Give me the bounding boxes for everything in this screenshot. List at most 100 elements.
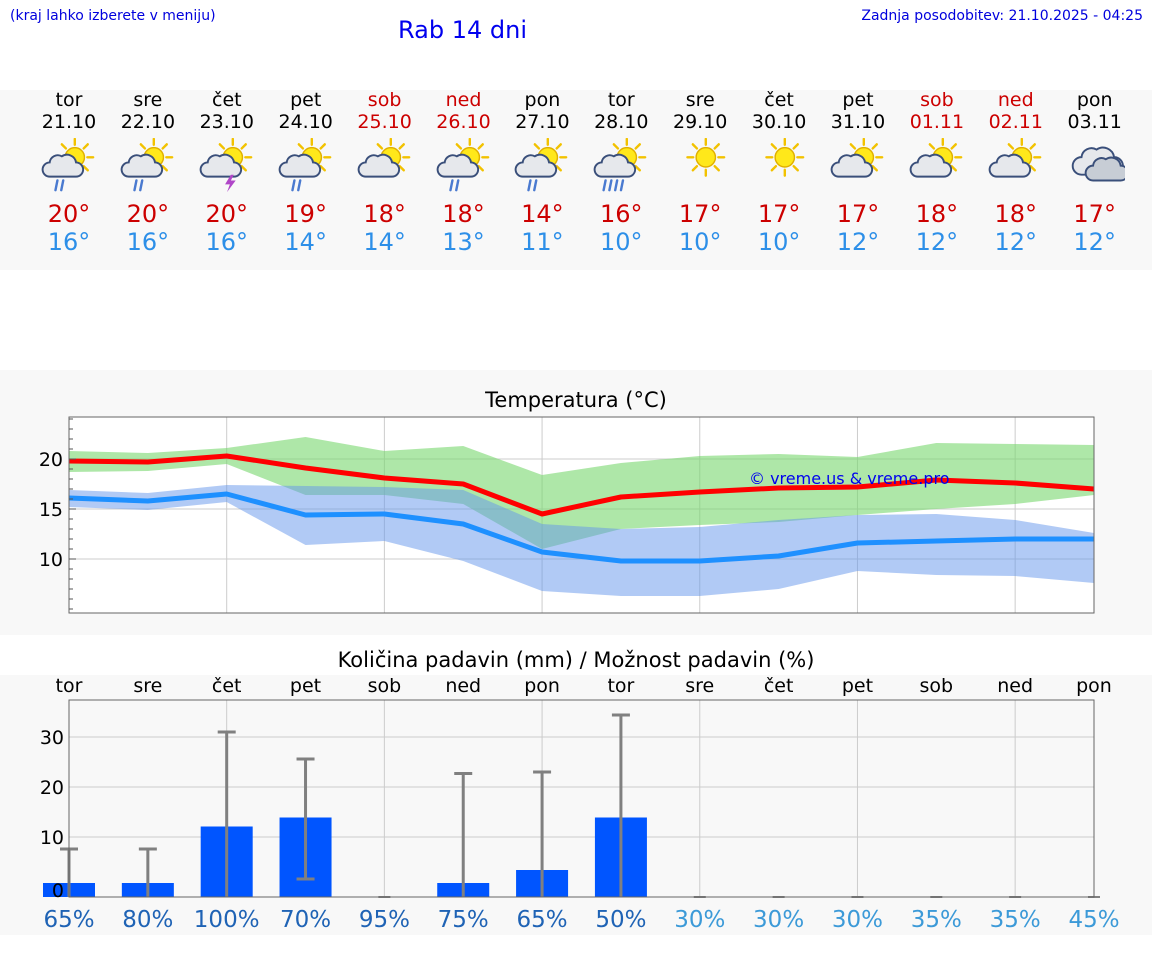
precipitation-probability: 65% <box>43 907 94 933</box>
category-label: tor <box>607 675 634 697</box>
day-date: 30.10 <box>751 111 807 133</box>
temperature-chart-title: Temperatura (°C) <box>485 388 667 412</box>
category-label: pon <box>524 675 560 697</box>
y-tick-label: 10 <box>40 827 64 849</box>
max-temperature: 14° <box>521 200 564 228</box>
precipitation-probability: 65% <box>517 907 568 933</box>
page-title: Rab 14 dni <box>398 16 527 44</box>
day-name: ned <box>997 89 1034 111</box>
category-label: pet <box>290 675 321 697</box>
precipitation-probability: 100% <box>194 907 260 933</box>
day-date: 31.10 <box>830 111 886 133</box>
category-label: tor <box>56 675 83 697</box>
sun-cloud-rain-icon <box>120 138 174 192</box>
category-label: sre <box>685 675 714 697</box>
precipitation-probability: 35% <box>911 907 962 933</box>
error-whisker <box>454 772 473 897</box>
precipitation-probability: 30% <box>753 907 804 933</box>
y-tick-label: 10 <box>39 549 63 571</box>
max-temperature: 19° <box>284 200 327 228</box>
day-name: tor <box>55 89 83 111</box>
min-temperature: 16° <box>126 228 170 256</box>
min-temperature: 11° <box>521 228 564 256</box>
day-name: pon <box>1076 89 1113 111</box>
day-column: sob 01.11 18° 12° <box>897 89 977 256</box>
min-temperature: 10° <box>757 228 801 256</box>
sun-icon <box>686 138 726 177</box>
day-name: sre <box>685 89 715 111</box>
min-temperature: 14° <box>284 228 327 256</box>
max-temperature: 16° <box>600 200 643 228</box>
plot-frame <box>68 699 1095 898</box>
day-date: 25.10 <box>357 111 412 133</box>
min-temperature: 13° <box>442 228 485 256</box>
day-date: 26.10 <box>436 111 491 133</box>
category-label: sre <box>133 675 162 697</box>
last-update-stamp: Zadnja posodobitev: 21.10.2025 - 04:25 <box>861 8 1143 24</box>
day-date: 23.10 <box>199 111 254 133</box>
error-whisker <box>296 757 315 881</box>
day-column: čet 30.10 17° 10° <box>739 89 819 256</box>
min-temperature: 16° <box>205 228 249 256</box>
max-temperature: 18° <box>915 200 959 228</box>
day-column: ned 26.10 18° 13° <box>424 89 504 256</box>
y-tick-label: 30 <box>40 727 64 749</box>
day-name: pon <box>524 89 561 111</box>
day-name: tor <box>607 89 635 111</box>
min-temperature: 12° <box>915 228 959 256</box>
day-name: sob <box>367 89 402 111</box>
precipitation-chart: tor sre čet pet sob ned pon tor sre čet pet sob ned p… <box>40 675 1120 933</box>
error-whisker <box>611 713 630 897</box>
day-name: čet <box>764 89 794 111</box>
max-temperature: 18° <box>442 200 485 228</box>
cloud-icon <box>1071 146 1125 182</box>
day-column: pon 27.10 14° 11° <box>502 89 582 256</box>
day-name: sob <box>920 89 954 111</box>
min-temperature: 10° <box>678 228 722 256</box>
category-label: čet <box>764 675 794 697</box>
temperature-chart: 10 15 20 © vreme.us & vreme.pro <box>39 416 1095 614</box>
error-whisker <box>217 730 236 897</box>
watermark: © vreme.us & vreme.pro <box>749 469 950 488</box>
day-date: 03.11 <box>1067 111 1122 133</box>
max-temperature: 17° <box>836 200 880 228</box>
day-date: 29.10 <box>672 111 728 133</box>
sun-cloud-icon <box>909 138 963 178</box>
day-date: 21.10 <box>41 111 97 133</box>
daily-forecast-strip <box>0 90 1152 270</box>
precipitation-probability: 30% <box>832 907 883 933</box>
day-name: čet <box>212 89 242 111</box>
category-label: sob <box>920 675 954 697</box>
error-whisker <box>138 847 157 897</box>
precipitation-probability: 50% <box>595 907 646 933</box>
max-temperature: 20° <box>47 200 91 228</box>
day-column: sre 22.10 20° 16° <box>108 89 188 256</box>
day-date: 24.10 <box>278 111 333 133</box>
max-temperature: 17° <box>1073 200 1116 228</box>
min-temperature: 10° <box>600 228 643 256</box>
day-column: ned 02.11 18° 12° <box>976 89 1056 256</box>
sun-icon <box>765 138 805 177</box>
precipitation-probability: 70% <box>280 907 331 933</box>
max-temperature: 20° <box>205 200 249 228</box>
day-date: 02.11 <box>988 111 1043 133</box>
max-temperature-line <box>68 453 1095 517</box>
min-temperature: 16° <box>47 228 91 256</box>
sun-cloud-icon <box>988 138 1042 178</box>
precipitation-probability: 35% <box>990 907 1041 933</box>
day-name: pet <box>842 89 874 111</box>
category-label: sob <box>368 675 402 697</box>
max-temperature-range-band <box>69 437 1094 549</box>
max-temperature: 17° <box>678 200 722 228</box>
category-label: ned <box>997 675 1033 697</box>
sun-cloud-thunder-icon <box>199 138 253 193</box>
sun-cloud-rain-icon <box>278 138 332 192</box>
day-date: 28.10 <box>594 111 649 133</box>
y-tick-label: 15 <box>39 499 63 521</box>
min-temperature: 12° <box>1073 228 1116 256</box>
precipitation-chart-title: Količina padavin (mm) / Možnost padavin … <box>337 648 815 672</box>
sun-cloud-rain-icon <box>41 138 95 192</box>
sun-cloud-rain-icon <box>436 138 489 192</box>
day-name: pet <box>290 89 322 111</box>
precipitation-probability: 80% <box>122 907 173 933</box>
